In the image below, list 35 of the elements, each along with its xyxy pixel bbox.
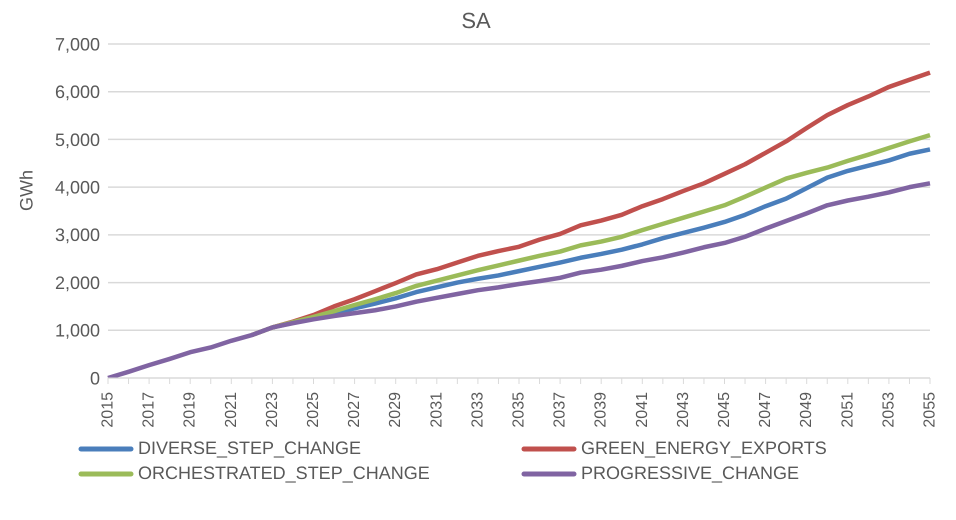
x-tick-label: 2045 bbox=[716, 392, 733, 428]
legend-label: GREEN_ENERGY_EXPORTS bbox=[581, 438, 827, 459]
y-tick-label: 7,000 bbox=[54, 34, 100, 54]
y-tick-label: 2,000 bbox=[54, 272, 100, 293]
x-tick-label: 2027 bbox=[346, 392, 364, 428]
x-tick-label: 2031 bbox=[428, 392, 446, 428]
x-tick-label: 2037 bbox=[552, 392, 569, 428]
y-tick-label: 0 bbox=[90, 368, 100, 388]
y-tick-label: 3,000 bbox=[54, 225, 100, 246]
x-tick-label: 2047 bbox=[757, 392, 774, 428]
x-tick-label: 2015 bbox=[100, 392, 116, 428]
x-tick-label: 2055 bbox=[922, 392, 938, 428]
x-tick-label: 2035 bbox=[510, 392, 528, 428]
x-tick-label: 2025 bbox=[305, 392, 322, 428]
x-tick-label: 2021 bbox=[222, 392, 240, 428]
x-tick-label: 2019 bbox=[182, 392, 199, 428]
x-tick-label: 2053 bbox=[880, 392, 898, 428]
x-tick-label: 2049 bbox=[798, 392, 816, 428]
legend-label: DIVERSE_STEP_CHANGE bbox=[138, 438, 362, 459]
y-tick-label: 6,000 bbox=[54, 82, 100, 102]
y-tick-label: 5,000 bbox=[54, 130, 100, 150]
legend-label: ORCHESTRATED_STEP_CHANGE bbox=[138, 463, 430, 484]
x-tick-label: 2039 bbox=[592, 392, 610, 428]
y-axis-title: GWh bbox=[16, 170, 36, 211]
legend-label: PROGRESSIVE_CHANGE bbox=[581, 463, 800, 484]
x-tick-label: 2043 bbox=[674, 392, 692, 428]
x-tick-label: 2029 bbox=[387, 392, 404, 428]
x-tick-label: 2033 bbox=[469, 392, 486, 428]
x-tick-label: 2017 bbox=[140, 392, 158, 428]
x-tick-label: 2041 bbox=[634, 392, 651, 428]
chart-title: SA bbox=[461, 8, 491, 33]
x-tick-label: 2023 bbox=[264, 392, 281, 428]
y-tick-label: 4,000 bbox=[54, 178, 100, 198]
x-tick-label: 2051 bbox=[839, 392, 856, 428]
y-tick-label: 1,000 bbox=[54, 320, 100, 341]
